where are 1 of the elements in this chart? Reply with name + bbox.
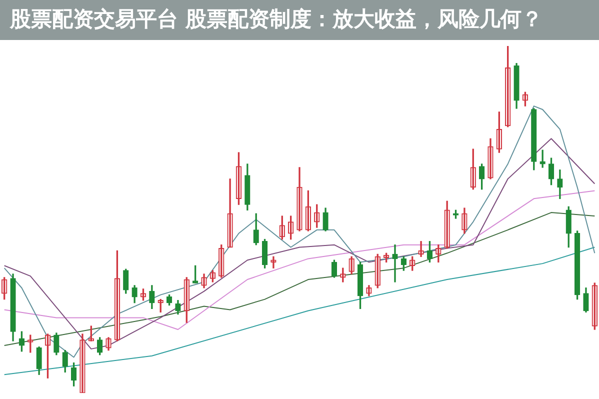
chart-title: 股票配资交易平台 股票配资制度：放大收益，风险几何？: [0, 0, 599, 40]
